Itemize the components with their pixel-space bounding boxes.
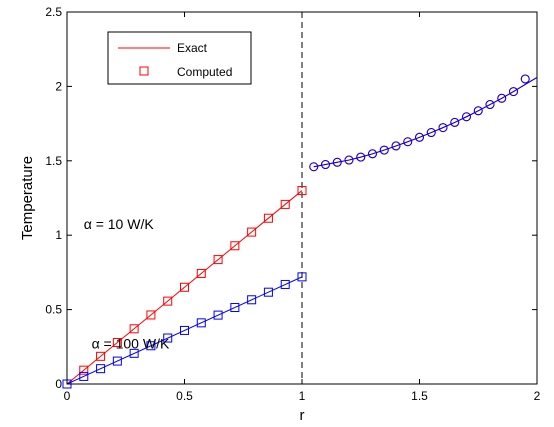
- series-1-computed-marker: [263, 287, 273, 297]
- series-3-computed-marker: [497, 93, 507, 103]
- series-3-computed-marker: [473, 106, 483, 116]
- y-axis-title: Temperature: [19, 156, 36, 240]
- series-0-computed-marker: [96, 351, 106, 361]
- y-tick-label: 2.5: [45, 5, 62, 19]
- series-3-computed-marker: [520, 74, 530, 84]
- tick-labels: 0 0.5 1 1.5 2 0 0.5 1 1.5 2 2.5: [45, 5, 540, 403]
- series-0-computed-marker: [112, 337, 122, 347]
- series-0-computed-marker: [79, 365, 89, 375]
- series-1-computed-marker: [247, 295, 257, 305]
- series-1-computed-marker: [213, 310, 223, 320]
- series-1-computed-marker: [163, 333, 173, 343]
- series-0-computed-marker: [297, 186, 307, 196]
- series-0-computed-marker: [247, 227, 257, 237]
- legend-box: [107, 31, 252, 85]
- series-1-computed-marker: [112, 356, 122, 366]
- series-3-computed-marker: [415, 132, 424, 142]
- series-0-computed-marker: [213, 255, 223, 265]
- series-1-computed-marker: [129, 348, 139, 358]
- y-tick-label: 0: [55, 377, 62, 391]
- series-1-computed-marker: [180, 325, 189, 335]
- series-1-computed-marker: [280, 279, 290, 289]
- series-1-computed-marker: [146, 341, 156, 351]
- series-0-computed-marker: [163, 296, 173, 306]
- series-0-computed-marker: [129, 324, 139, 334]
- series-3-computed-marker: [344, 155, 354, 165]
- series-3-computed-marker: [403, 137, 413, 147]
- series-3-computed-marker: [309, 162, 319, 172]
- series-1-exact-line: [66, 276, 303, 385]
- legend-computed-marker: [139, 66, 149, 76]
- series-1-computed-marker: [297, 272, 307, 282]
- annotation-label-1: α = 100 W/K: [92, 335, 170, 351]
- series-3-computed-marker: [438, 123, 448, 133]
- series-3-computed-marker: [332, 157, 342, 167]
- series-3-computed-marker: [356, 152, 366, 162]
- series-0-computed-marker: [196, 268, 206, 278]
- y-tick-label: 2: [55, 79, 62, 93]
- legend-exact-label: Exact: [177, 41, 208, 55]
- series-1-computed-marker: [196, 318, 206, 328]
- series-3-computed-marker: [450, 117, 460, 127]
- series-0-computed-marker: [263, 213, 273, 223]
- series-3-computed-marker: [462, 112, 471, 122]
- series-1-computed-marker: [96, 364, 106, 374]
- series-3-computed-marker: [509, 87, 518, 97]
- series-3-computed-marker: [426, 128, 436, 138]
- series-1-computed-marker: [230, 303, 240, 313]
- y-tick-label: 1.5: [45, 154, 62, 168]
- series-0-computed-marker: [146, 310, 156, 320]
- series-3-computed-marker: [379, 145, 389, 155]
- series-3-computed-marker: [391, 141, 401, 151]
- x-tick-label: 1: [299, 389, 306, 403]
- series-3-computed-marker: [368, 149, 377, 159]
- series-0-exact-line: [66, 190, 303, 385]
- annotation-label-0: α = 10 W/K: [84, 216, 155, 232]
- series-3-computed-marker: [321, 160, 330, 170]
- x-tick-label: 0: [64, 389, 71, 403]
- y-tick-label: 1: [55, 228, 62, 242]
- x-tick-label: 1.5: [411, 389, 428, 403]
- x-axis-title: r: [300, 407, 305, 424]
- series-0-computed-marker: [280, 199, 290, 209]
- legend: Exact Computed: [107, 31, 252, 85]
- series-0-computed-marker: [180, 282, 189, 292]
- x-tick-label: 0.5: [176, 389, 193, 403]
- legend-computed-label: Computed: [177, 65, 232, 79]
- series-1-computed-marker: [79, 371, 89, 381]
- series-3-computed-marker: [485, 100, 495, 110]
- x-tick-label: 2: [534, 389, 541, 403]
- annotations: α = 10 W/K α = 100 W/K: [84, 216, 170, 351]
- series-0-computed-marker: [230, 241, 240, 251]
- y-tick-label: 0.5: [45, 303, 62, 317]
- series-3-exact-line: [313, 77, 538, 168]
- axis-ticks: [66, 11, 538, 385]
